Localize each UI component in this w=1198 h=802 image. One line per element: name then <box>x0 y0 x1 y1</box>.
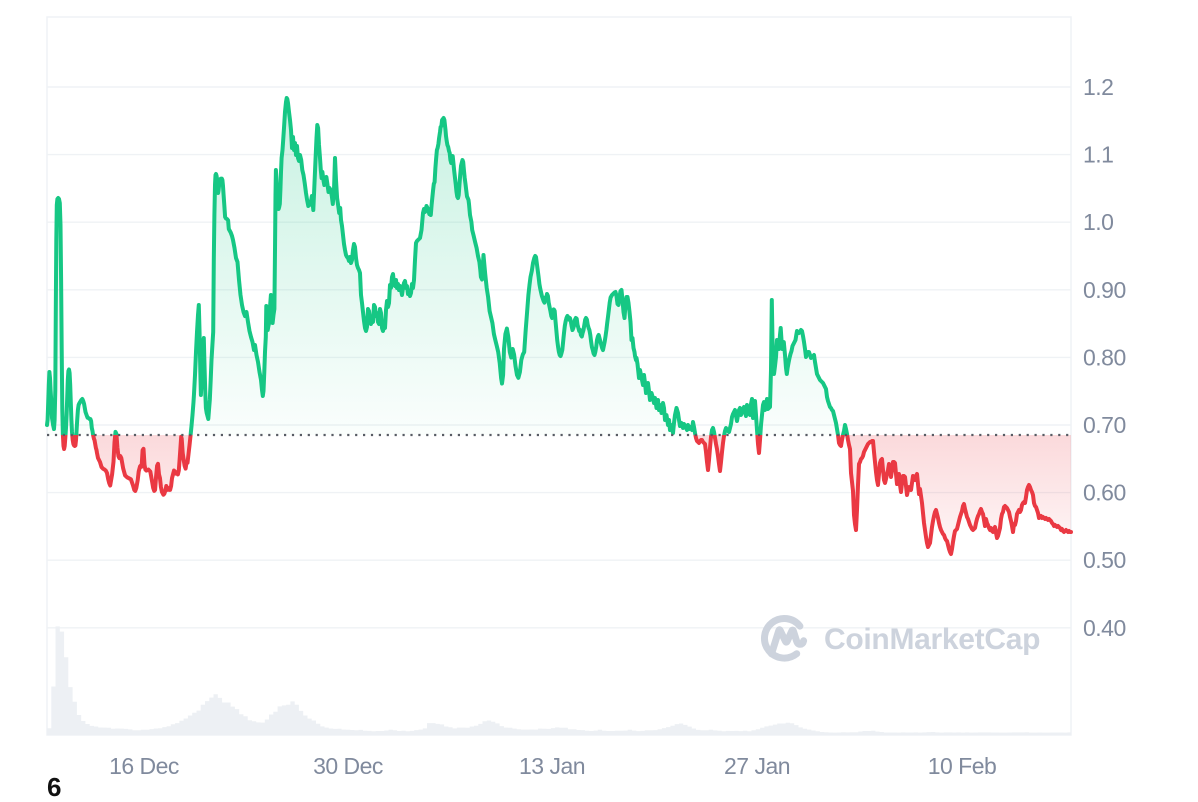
svg-text:16 Dec: 16 Dec <box>109 753 179 779</box>
svg-text:0.70: 0.70 <box>1083 412 1126 438</box>
svg-text:30 Dec: 30 Dec <box>313 753 383 779</box>
svg-text:0.40: 0.40 <box>1083 615 1126 641</box>
svg-text:1.0: 1.0 <box>1083 209 1113 235</box>
svg-text:13 Jan: 13 Jan <box>519 753 585 779</box>
svg-text:CoinMarketCap: CoinMarketCap <box>824 623 1040 656</box>
svg-text:27 Jan: 27 Jan <box>724 753 790 779</box>
svg-text:0.90: 0.90 <box>1083 277 1126 303</box>
svg-text:0.80: 0.80 <box>1083 344 1126 370</box>
svg-text:1.2: 1.2 <box>1083 74 1113 100</box>
svg-text:1.1: 1.1 <box>1083 142 1113 168</box>
svg-text:10 Feb: 10 Feb <box>928 753 997 779</box>
svg-text:0.50: 0.50 <box>1083 547 1126 573</box>
svg-text:0.60: 0.60 <box>1083 480 1126 506</box>
